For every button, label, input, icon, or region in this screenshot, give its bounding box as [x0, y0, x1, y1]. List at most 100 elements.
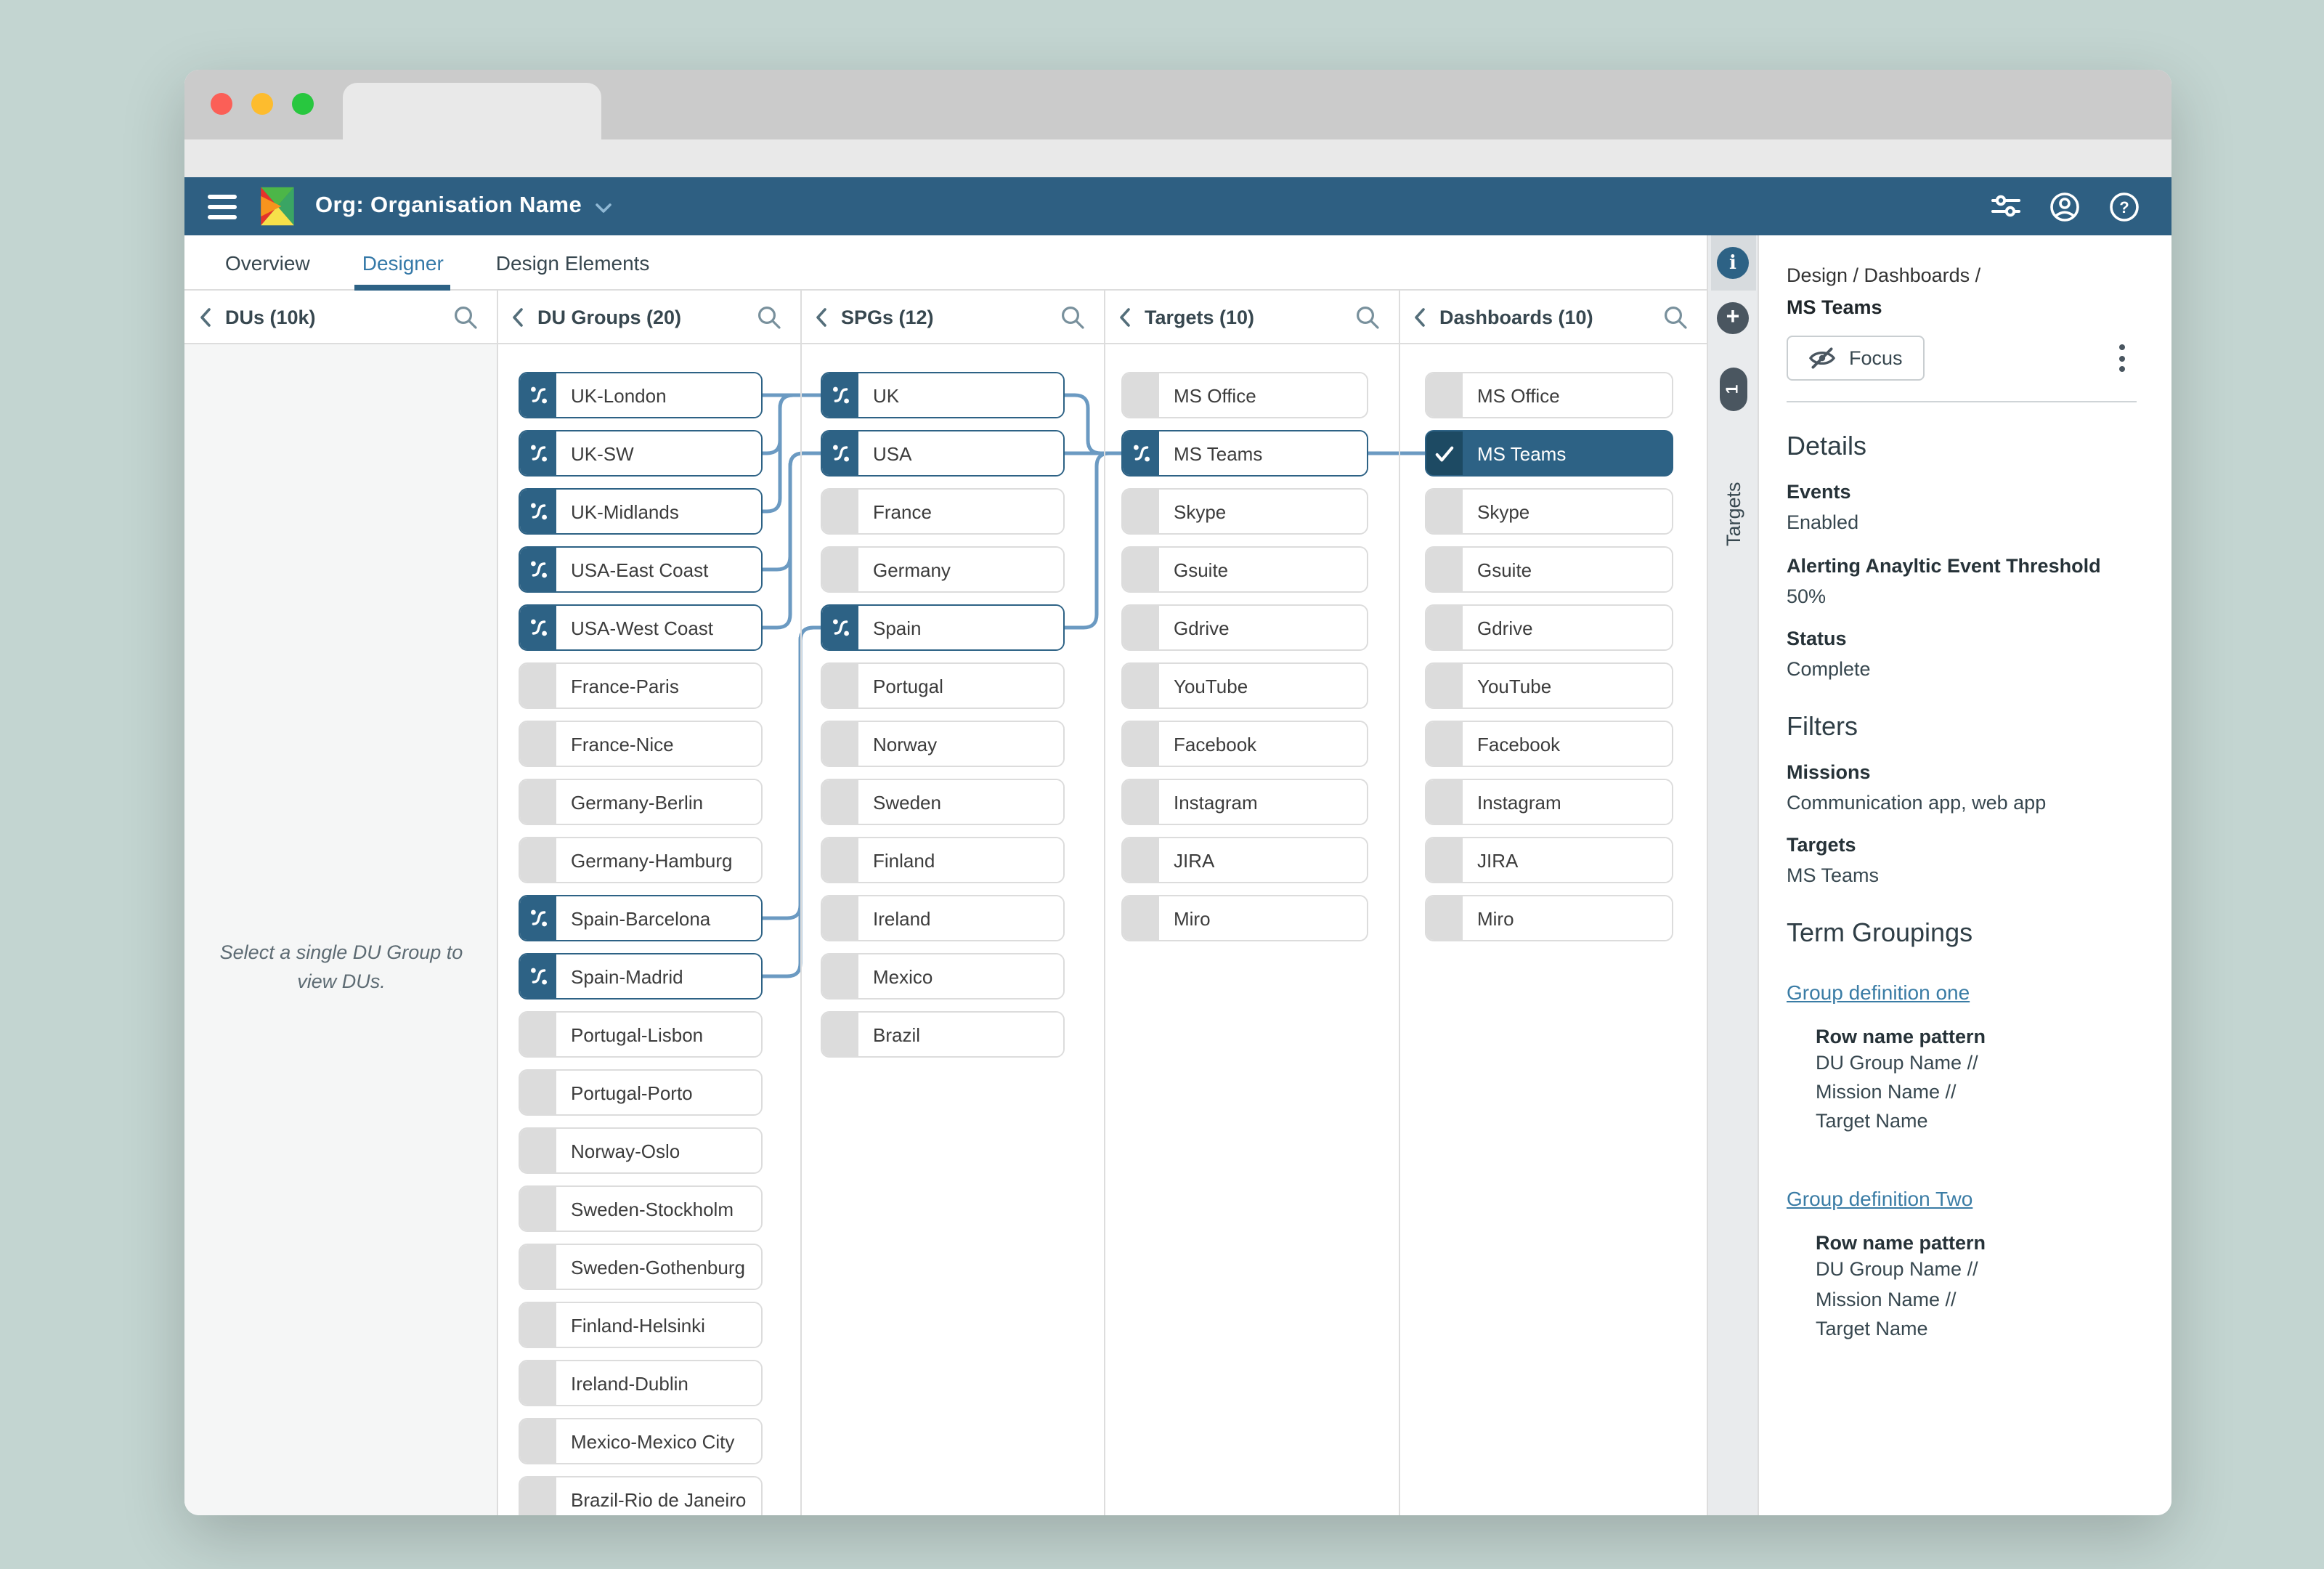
item-state-icon	[520, 664, 556, 708]
list-item[interactable]: Skype	[1121, 488, 1368, 535]
list-item[interactable]: Norway	[821, 721, 1065, 767]
list-item[interactable]: Skype	[1425, 488, 1673, 535]
help-icon[interactable]: ?	[2109, 191, 2140, 222]
list-item[interactable]: Ireland-Dublin	[519, 1360, 763, 1406]
list-item[interactable]: Portugal-Porto	[519, 1069, 763, 1116]
close-window-button[interactable]	[211, 93, 232, 115]
info-icon[interactable]: i	[1717, 247, 1749, 279]
item-state-icon	[1123, 490, 1159, 533]
user-account-icon[interactable]	[2049, 191, 2080, 222]
search-icon[interactable]	[757, 304, 781, 329]
item-state-icon	[520, 838, 556, 882]
tab-overview[interactable]: Overview	[225, 251, 310, 274]
focus-button[interactable]: Focus	[1787, 336, 1925, 381]
list-item[interactable]: UK-Midlands	[519, 488, 763, 535]
list-item[interactable]: Gdrive	[1121, 604, 1368, 651]
item-label: MS Teams	[1463, 431, 1672, 475]
list-item[interactable]: Germany-Hamburg	[519, 837, 763, 883]
item-label: Ireland	[858, 896, 1063, 940]
item-label: France	[858, 490, 1063, 533]
menu-icon[interactable]	[208, 194, 237, 219]
list-item[interactable]: Facebook	[1425, 721, 1673, 767]
collapse-column-icon[interactable]	[1412, 306, 1426, 328]
field-value: Communication app, web app	[1787, 791, 2047, 814]
list-item[interactable]: MS Teams	[1425, 430, 1673, 477]
list-item[interactable]: Sweden-Gothenburg	[519, 1244, 763, 1290]
item-state-icon	[822, 490, 858, 533]
list-item[interactable]: France	[821, 488, 1065, 535]
item-label: Ireland-Dublin	[556, 1361, 761, 1405]
list-item[interactable]: Brazil	[821, 1011, 1065, 1058]
list-item[interactable]: Germany	[821, 546, 1065, 593]
field-value: 50%	[1787, 585, 1827, 607]
search-icon[interactable]	[1663, 304, 1688, 329]
group-definition-link[interactable]: Group definition Two	[1787, 1187, 1973, 1211]
list-item[interactable]: USA	[821, 430, 1065, 477]
list-item[interactable]: USA-West Coast	[519, 604, 763, 651]
collapse-column-icon[interactable]	[510, 306, 524, 328]
list-item[interactable]: UK-SW	[519, 430, 763, 477]
item-label: JIRA	[1159, 838, 1367, 882]
org-selector-label[interactable]: Org: Organisation Name	[315, 193, 582, 218]
tab-designer[interactable]: Designer	[354, 235, 451, 291]
list-item[interactable]: France-Nice	[519, 721, 763, 767]
list-item[interactable]: Finland	[821, 837, 1065, 883]
app-header: Org: Organisation Name ?	[184, 177, 2171, 235]
list-item[interactable]: MS Teams	[1121, 430, 1368, 477]
tab-design-elements[interactable]: Design Elements	[495, 251, 650, 274]
field-value: MS Teams	[1787, 864, 1880, 887]
collapse-column-icon[interactable]	[198, 306, 212, 328]
chevron-down-icon[interactable]	[595, 203, 611, 213]
minimize-window-button[interactable]	[251, 93, 273, 115]
list-item[interactable]: UK	[821, 372, 1065, 418]
list-item[interactable]: Instagram	[1121, 779, 1368, 825]
list-item[interactable]: Instagram	[1425, 779, 1673, 825]
list-item[interactable]: JIRA	[1121, 837, 1368, 883]
list-item[interactable]: Sweden-Stockholm	[519, 1185, 763, 1232]
list-item[interactable]: Gsuite	[1121, 546, 1368, 593]
list-item[interactable]: Germany-Berlin	[519, 779, 763, 825]
list-item[interactable]: JIRA	[1425, 837, 1673, 883]
list-item[interactable]: Portugal	[821, 662, 1065, 709]
list-item[interactable]: UK-London	[519, 372, 763, 418]
more-options-icon[interactable]	[2113, 338, 2131, 378]
zoom-window-button[interactable]	[292, 93, 314, 115]
list-item[interactable]: Finland-Helsinki	[519, 1302, 763, 1348]
list-item[interactable]: Miro	[1425, 895, 1673, 941]
search-icon[interactable]	[453, 304, 478, 329]
list-item[interactable]: Mexico	[821, 953, 1065, 1000]
search-icon[interactable]	[1060, 304, 1085, 329]
list-item[interactable]: France-Paris	[519, 662, 763, 709]
targets-side-tab[interactable]: Targets	[1723, 482, 1744, 547]
group-definition-link[interactable]: Group definition one	[1787, 980, 1970, 1004]
collapse-column-icon[interactable]	[1117, 306, 1131, 328]
field-label: Status	[1787, 628, 1847, 650]
list-item[interactable]: Spain-Barcelona	[519, 895, 763, 941]
list-item[interactable]: Brazil-Rio de Janeiro	[519, 1476, 763, 1515]
settings-sliders-icon[interactable]	[1991, 193, 2020, 219]
list-item[interactable]: Spain	[821, 604, 1065, 651]
list-item[interactable]: Spain-Madrid	[519, 953, 763, 1000]
list-item[interactable]: MS Office	[1425, 372, 1673, 418]
list-item[interactable]: Miro	[1121, 895, 1368, 941]
list-item[interactable]: Gdrive	[1425, 604, 1673, 651]
browser-tab[interactable]	[343, 83, 601, 139]
item-label: Germany-Berlin	[556, 780, 761, 824]
list-item[interactable]: USA-East Coast	[519, 546, 763, 593]
panel-title: MS Teams	[1787, 296, 1882, 318]
list-item[interactable]: Gsuite	[1425, 546, 1673, 593]
list-item[interactable]: Norway-Oslo	[519, 1127, 763, 1174]
collapse-column-icon[interactable]	[813, 306, 828, 328]
search-icon[interactable]	[1355, 304, 1380, 329]
list-item[interactable]: Mexico-Mexico City	[519, 1418, 763, 1464]
list-item[interactable]: YouTube	[1121, 662, 1368, 709]
list-item[interactable]: Ireland	[821, 895, 1065, 941]
list-item[interactable]: Portugal-Lisbon	[519, 1011, 763, 1058]
add-icon[interactable]: +	[1717, 302, 1749, 334]
list-item[interactable]: Sweden	[821, 779, 1065, 825]
term-group: Group definition Two Row name pattern DU G…	[1787, 1156, 2137, 1342]
list-item[interactable]: MS Office	[1121, 372, 1368, 418]
list-item[interactable]: YouTube	[1425, 662, 1673, 709]
list-item[interactable]: Facebook	[1121, 721, 1368, 767]
item-label: Portugal	[858, 664, 1063, 708]
